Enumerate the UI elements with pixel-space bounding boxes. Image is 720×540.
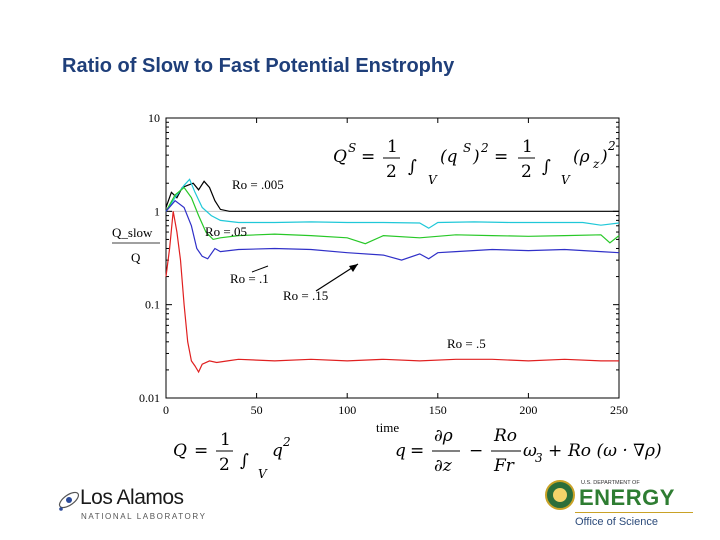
eq-qs-half-den: 2 [386,162,397,182]
series-line-0 [165,180,619,212]
eq-small-q-lhs: q [395,441,406,461]
eq-qs-term1-pow: 2 [480,141,489,155]
eq-qs-half-den2: 2 [521,162,532,182]
los-alamos-subtitle: NATIONAL LABORATORY [81,512,207,521]
eq-qs-domain: V [428,173,438,187]
annotation-arrow-2 [251,265,269,273]
slide-title: Ratio of Slow to Fast Potential Enstroph… [62,55,455,77]
eq-qs-equals: = [361,147,375,167]
eq-qs-term2-end: ) [600,147,608,167]
los-alamos-logo: Los Alamos NATIONAL LABORATORY [56,484,205,530]
annotation-ro-05: Ro =.05 [205,224,247,239]
x-tick-label: 150 [429,403,447,417]
eq-qs-integral: ∫ [408,157,417,177]
doe-energy: ENERGY [579,485,675,510]
eq-qs-term1: (q [440,147,458,167]
x-tick-label: 200 [519,403,537,417]
eq-qs-lhs-sup: S [348,141,356,155]
eq-small-q-dden: ∂z [434,456,453,476]
x-axis-label: time [376,420,399,435]
eq-qs-lhs: Q [333,147,347,167]
eq-small-q-equals: = [410,441,424,461]
eq-q-equals: = [194,441,208,461]
y-tick-label: 0.01 [139,391,160,405]
eq-small-q-dnum: ∂ρ [434,426,453,446]
eq-small-q-rden: Fr [493,456,515,476]
eq-qs-term2: (ρ [573,147,590,167]
eq-qs-integral2: ∫ [542,157,551,177]
eq-small-q-rnum: Ro [493,426,517,446]
eq-small-q-omega: ω [523,441,537,461]
x-tick-label: 0 [163,403,169,417]
y-tick-label: 0.1 [145,298,160,312]
eq-q-lhs: Q [173,441,187,461]
eq-qs-half-num: 1 [387,137,398,157]
annotation-ro-5: Ro = .5 [447,336,486,351]
eq-small-q-plus: + [548,441,562,461]
doe-seal-icon [545,480,575,510]
series-line-4 [165,211,619,374]
series-line-1 [165,178,620,229]
y-tick-label: 1 [154,204,160,218]
equation-qs: Q S = 1 2 ∫ V (q S ) 2 = 1 2 ∫ V (ρ z ) … [333,137,616,187]
atom-orbit-icon [58,491,80,511]
annotation-ro-005: Ro = .005 [232,177,284,192]
annotation-arrowhead-1 [349,264,358,272]
doe-divider [575,512,693,513]
eq-q-domain: V [258,467,268,481]
plot-frame [165,117,620,399]
eq-qs-term2-sub: z [592,157,600,171]
eq-q-half-den: 2 [219,455,230,475]
los-alamos-name: Los Alamos [80,486,184,509]
eq-q-integral: ∫ [240,451,249,471]
equation-q: Q = 1 2 ∫ V q 2 [173,430,291,481]
y-axis-label-bottom: Q [131,250,141,265]
series-lines [165,178,620,374]
annotation-ro-1: Ro = .1 [230,271,269,286]
eq-q-half-num: 1 [220,430,231,450]
doe-logo: U.S. DEPARTMENT OF ENERGY Office of Scie… [545,478,700,534]
doe-office-of-science: Office of Science [575,516,658,528]
eq-q-term-pow: 2 [282,435,291,449]
axis-ticks: 0 50 100 150 200 250 0.01 0.1 1 10 [139,111,628,417]
eq-qs-half-num2: 1 [522,137,533,157]
x-tick-label: 250 [610,403,628,417]
annotation-ro-15: Ro = .15 [283,288,328,303]
equation-small-q: q = ∂ρ ∂z − Ro Fr ω 3 + Ro (ω · ∇ρ) [395,426,662,476]
eq-qs-term2-pow: 2 [607,139,616,153]
x-tick-label: 100 [338,403,356,417]
doe-department: U.S. DEPARTMENT OF [581,480,640,486]
eq-qs-term1-sup: S [463,141,471,155]
eq-qs-equals2: = [494,147,508,167]
x-tick-label: 50 [251,403,263,417]
series-line-2 [165,186,620,245]
eq-qs-domain2: V [561,173,571,187]
eq-q-term: q [272,441,283,461]
series-line-3 [165,199,620,261]
eq-small-q-omega-sub: 3 [535,451,543,465]
y-axis-label-top: Q_slow [112,225,153,240]
eq-qs-term1-end: ) [472,147,480,167]
eq-small-q-minus: − [469,441,483,461]
y-tick-label: 10 [148,111,160,125]
eq-small-q-tail: Ro (ω · ∇ρ) [567,441,662,461]
